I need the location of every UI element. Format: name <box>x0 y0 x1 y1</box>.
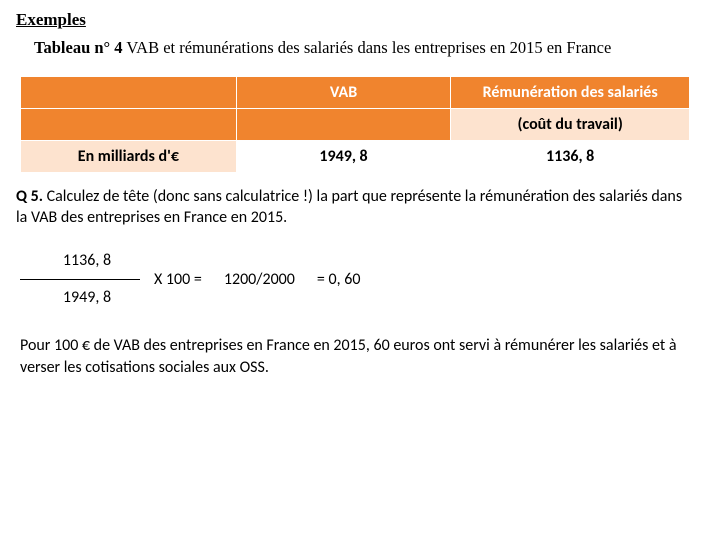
fraction-numerator: 1136, 8 <box>63 251 111 272</box>
table-row: En milliards d'€ 1949, 8 1136, 8 <box>21 141 690 173</box>
row-label: En milliards d'€ <box>21 141 237 173</box>
conclusion-text: Pour 100 € de VAB des entreprises en Fra… <box>16 335 704 378</box>
table-subheader-row: (coût du travail) <box>21 109 690 141</box>
subheader-blank <box>21 109 237 141</box>
calculation: 1136, 8 1949, 8 X 100 = 1200/2000 = 0, 6… <box>42 251 704 310</box>
fraction: 1136, 8 1949, 8 <box>42 251 132 310</box>
subheader-cout: (coût du travail) <box>451 109 690 141</box>
header-remu: Rémunération des salariés <box>451 77 690 109</box>
subheader-vab <box>236 109 451 141</box>
fraction-denominator: 1949, 8 <box>63 288 111 309</box>
header-vab: VAB <box>236 77 451 109</box>
row-vab-value: 1949, 8 <box>236 141 451 173</box>
question-body: Calculez de tête (donc sans calculatrice… <box>16 187 682 227</box>
table-title-rest: VAB et rémunérations des salariés dans l… <box>123 38 612 57</box>
table-title-lead: Tableau n° 4 <box>34 38 123 57</box>
result: = 0, 60 <box>317 270 361 289</box>
page: Exemples Tableau n° 4 VAB et rémunératio… <box>0 0 720 378</box>
question-text: Q 5. Calculez de tête (donc sans calcula… <box>16 187 704 229</box>
fraction-bar <box>20 279 140 280</box>
table-title: Tableau n° 4 VAB et rémunérations des sa… <box>34 38 704 58</box>
times-hundred: X 100 = <box>154 270 202 289</box>
header-blank <box>21 77 237 109</box>
question-lead: Q 5. <box>16 187 43 206</box>
section-heading: Exemples <box>16 10 704 30</box>
row-remu-value: 1136, 8 <box>451 141 690 173</box>
approx-fraction: 1200/2000 <box>224 270 295 289</box>
table-header-row: VAB Rémunération des salariés <box>21 77 690 109</box>
data-table: VAB Rémunération des salariés (coût du t… <box>20 76 690 173</box>
